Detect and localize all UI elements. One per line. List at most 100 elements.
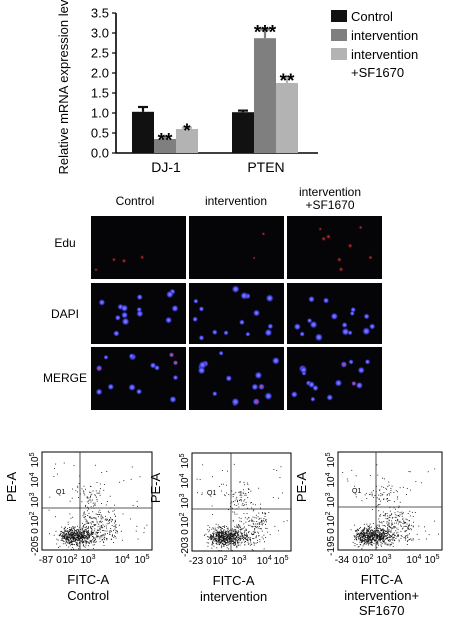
event-dot xyxy=(258,532,259,534)
event-dot xyxy=(81,532,83,534)
event-dot xyxy=(246,539,248,541)
event-dot xyxy=(85,542,87,543)
event-dot xyxy=(260,503,261,505)
event-dot xyxy=(71,543,73,545)
event-dot xyxy=(363,528,365,529)
event-dot xyxy=(78,534,79,536)
event-dot xyxy=(62,540,64,541)
event-dot xyxy=(71,540,73,541)
event-dot xyxy=(219,533,220,535)
event-dot xyxy=(228,543,230,545)
event-dot xyxy=(253,509,255,511)
event-dot xyxy=(371,493,373,495)
event-dot xyxy=(106,518,108,520)
event-dot xyxy=(221,535,222,537)
event-dot xyxy=(354,536,356,538)
event-dot xyxy=(360,540,362,542)
event-dot xyxy=(239,525,241,527)
event-dot xyxy=(224,494,225,496)
event-dot xyxy=(223,535,225,537)
event-dot xyxy=(84,531,86,532)
event-dot xyxy=(251,525,253,527)
event-dot xyxy=(77,537,79,539)
event-dot xyxy=(100,514,102,516)
event-dot xyxy=(376,528,378,530)
event-dot xyxy=(228,531,230,532)
event-dots xyxy=(196,463,288,551)
event-dot xyxy=(83,539,85,541)
event-dot xyxy=(371,532,373,534)
nucleus xyxy=(225,375,233,382)
nucleus xyxy=(128,383,136,392)
event-dot xyxy=(64,531,66,532)
event-dot xyxy=(233,538,235,540)
event-dot xyxy=(58,534,60,536)
event-dot xyxy=(77,487,79,489)
event-dot xyxy=(85,537,87,539)
event-dot xyxy=(260,521,262,523)
event-dot xyxy=(354,543,356,544)
event-dot xyxy=(212,542,213,543)
event-dot xyxy=(231,507,233,509)
event-dot xyxy=(117,531,118,532)
micro-tiles xyxy=(91,216,382,410)
event-dot xyxy=(386,544,388,546)
event-dot xyxy=(371,540,372,542)
event-dot xyxy=(373,496,375,498)
event-dot xyxy=(252,550,254,551)
event-dot xyxy=(366,528,367,530)
event-dot xyxy=(241,528,243,530)
event-dot xyxy=(111,524,113,526)
event-dot xyxy=(221,470,223,471)
event-dot xyxy=(368,528,370,530)
event-dot xyxy=(425,530,427,532)
event-dot xyxy=(82,530,84,532)
event-dot xyxy=(67,523,69,525)
event-dot xyxy=(365,492,367,494)
event-dot xyxy=(250,539,251,540)
tile-background xyxy=(287,216,382,279)
event-dot xyxy=(95,524,97,526)
event-dot xyxy=(252,516,254,518)
event-dot xyxy=(245,528,247,530)
event-dot xyxy=(376,536,378,537)
event-dot xyxy=(369,542,371,543)
event-dot xyxy=(85,540,87,542)
event-dot xyxy=(232,534,234,536)
event-dot xyxy=(283,521,285,523)
event-dot xyxy=(233,501,234,503)
event-dot xyxy=(70,541,72,543)
event-dot xyxy=(65,538,67,539)
nucleus xyxy=(166,290,174,299)
event-dot xyxy=(408,527,409,529)
event-dot xyxy=(372,544,373,546)
event-dot xyxy=(83,513,85,515)
event-dot xyxy=(240,499,242,501)
event-dot xyxy=(81,530,83,532)
event-dot xyxy=(76,536,78,538)
event-dot xyxy=(364,537,366,538)
event-dot xyxy=(85,526,87,527)
event-dot xyxy=(66,541,67,543)
event-dot xyxy=(73,534,74,536)
edu-signal xyxy=(321,236,327,242)
event-dot xyxy=(355,538,357,540)
event-dot xyxy=(224,534,225,536)
event-dot xyxy=(104,533,106,535)
event-dot xyxy=(235,535,236,536)
nucleus xyxy=(290,390,298,398)
event-dot xyxy=(379,534,381,536)
event-dot xyxy=(395,517,397,519)
event-dot xyxy=(223,541,225,543)
event-dot xyxy=(378,539,380,540)
event-dot xyxy=(402,527,404,529)
event-dot xyxy=(81,540,83,542)
event-dot xyxy=(228,543,230,545)
event-dot xyxy=(381,538,383,540)
event-dot xyxy=(251,521,253,522)
event-dot xyxy=(388,525,390,527)
event-dot xyxy=(360,542,362,543)
event-dot xyxy=(92,539,94,541)
nucleus xyxy=(98,299,106,306)
event-dot xyxy=(215,535,217,536)
